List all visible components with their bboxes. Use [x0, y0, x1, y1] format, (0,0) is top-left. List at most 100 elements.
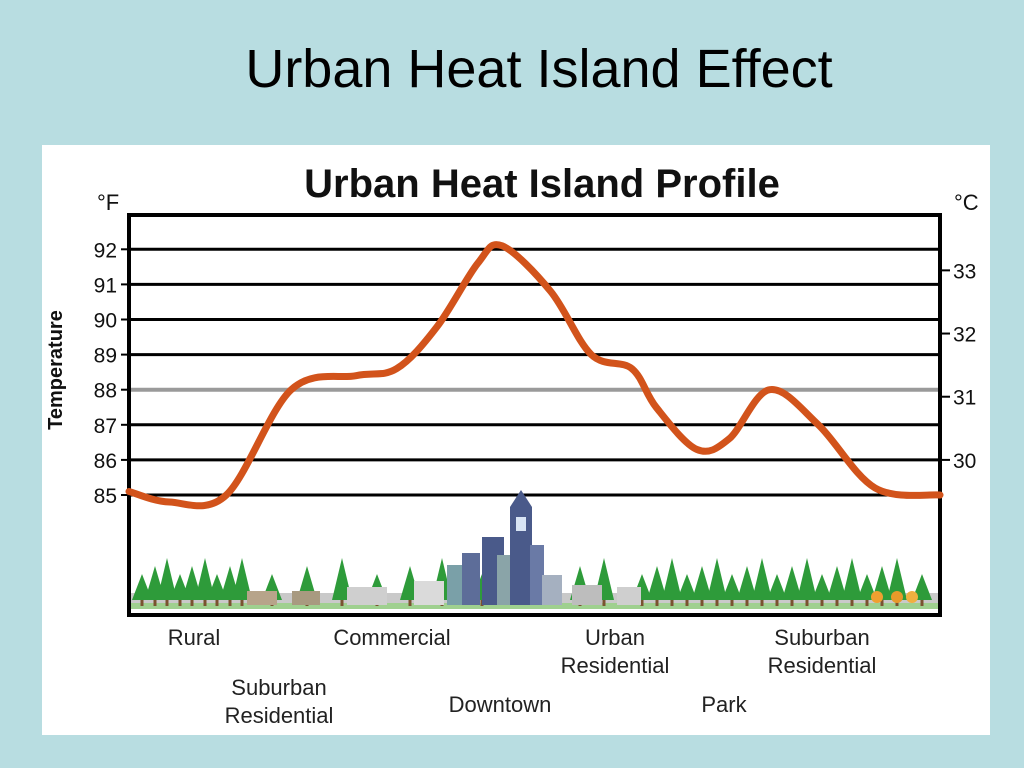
tree-trunk	[165, 600, 169, 606]
skyscraper-icon	[530, 545, 544, 605]
landscape-illustration	[130, 490, 939, 609]
building-icon	[572, 585, 602, 605]
tree-trunk	[190, 600, 194, 606]
tree-trunk	[655, 600, 659, 606]
tree-icon	[722, 574, 742, 600]
tree-icon	[662, 558, 682, 600]
temperature-series	[125, 241, 944, 510]
tree-trunk	[340, 600, 344, 606]
tree-trunk	[775, 600, 779, 606]
tree-trunk	[865, 600, 869, 606]
tree-icon	[887, 558, 907, 600]
zone-label-line: Urban	[585, 625, 645, 650]
y-tick-label-left: 88	[94, 380, 117, 403]
tree-trunk	[670, 600, 674, 606]
tree-icon	[752, 558, 772, 600]
tree-icon	[157, 558, 177, 600]
tree-trunk	[760, 600, 764, 606]
y-tick-label-left: 85	[94, 485, 117, 508]
y-tick-label-right: 30	[953, 450, 976, 473]
zone-label-line: Park	[701, 692, 747, 717]
building-icon	[292, 591, 320, 605]
y-tick-label-right: 33	[953, 260, 976, 283]
zone-label-line: Residential	[225, 703, 334, 728]
tree-icon	[912, 574, 932, 600]
y-tick-label-left: 89	[94, 345, 117, 368]
shrub-icon	[871, 591, 883, 603]
zone-label-line: Downtown	[449, 692, 552, 717]
tower-window	[516, 517, 526, 531]
spire-icon	[510, 490, 532, 507]
tree-trunk	[408, 600, 412, 606]
zone-label: Commercial	[333, 625, 450, 650]
tree-trunk	[240, 600, 244, 606]
tree-trunk	[715, 600, 719, 606]
zone-label: Downtown	[449, 692, 552, 717]
y-tick-label-left: 87	[94, 415, 117, 438]
zone-label-line: Suburban	[231, 675, 326, 700]
slide-title: Urban Heat Island Effect	[245, 39, 833, 99]
tree-icon	[827, 566, 847, 600]
tree-icon	[707, 558, 727, 600]
y-tick-label-right: 32	[953, 324, 976, 347]
y-tick-label-right: 31	[953, 387, 976, 410]
tree-trunk	[153, 600, 157, 606]
skyscraper-icon	[462, 553, 480, 605]
building-icon	[414, 581, 444, 605]
skyscraper-icon	[542, 575, 562, 605]
chart-title: Urban Heat Island Profile	[304, 162, 780, 206]
plot-frame	[127, 213, 942, 617]
zone-label: Suburban Residential	[768, 625, 877, 678]
tree-trunk	[178, 600, 182, 606]
tree-trunk	[602, 600, 606, 606]
shrub-icon	[891, 591, 903, 603]
zone-label-line: Residential	[768, 653, 877, 678]
tree-trunk	[700, 600, 704, 606]
tree-icon	[195, 558, 215, 600]
tree-trunk	[730, 600, 734, 606]
zone-label: Rural	[168, 625, 221, 650]
tree-icon	[767, 574, 787, 600]
tree-trunk	[790, 600, 794, 606]
grass-strip	[130, 603, 939, 609]
tree-icon	[812, 574, 832, 600]
zone-labels: Rural Suburban Residential Commercial Downto…	[168, 625, 877, 728]
tree-icon	[842, 558, 862, 600]
zone-label: Suburban Residential	[225, 675, 334, 728]
y-tick-label-left: 90	[94, 310, 117, 333]
tree-icon	[692, 566, 712, 600]
y-tick-label-left: 86	[94, 450, 117, 473]
tree-icon	[232, 558, 252, 600]
tree-icon	[782, 566, 802, 600]
tree-trunk	[685, 600, 689, 606]
axis-ticks: 92 91 90 89 88 87 86 85 33 32 31 30	[94, 239, 977, 508]
y-unit-right: °C	[954, 190, 979, 215]
y-tick-label-left: 92	[94, 239, 117, 262]
zone-label-line: Suburban	[774, 625, 869, 650]
chart-panel: Urban Heat Island Profile °F °C Temperat…	[42, 145, 990, 735]
plot-border	[127, 213, 942, 617]
tree-trunk	[880, 600, 884, 606]
building-icon	[617, 587, 641, 605]
y-axis-label: Temperature	[45, 310, 67, 430]
tree-icon	[182, 566, 202, 600]
y-tick-label-left: 91	[94, 274, 117, 297]
y-unit-left: °F	[97, 190, 119, 215]
tree-trunk	[203, 600, 207, 606]
zone-label-line: Rural	[168, 625, 221, 650]
tree-trunk	[835, 600, 839, 606]
tree-trunk	[920, 600, 924, 606]
heat-island-chart: Urban Heat Island Profile °F °C Temperat…	[45, 162, 979, 728]
tree-icon	[797, 558, 817, 600]
tree-icon	[857, 574, 877, 600]
zone-label: Urban Residential	[561, 625, 670, 678]
tree-icon	[677, 574, 697, 600]
tree-icon	[647, 566, 667, 600]
tree-trunk	[140, 600, 144, 606]
building-icon	[247, 591, 277, 605]
tree-trunk	[640, 600, 644, 606]
building-icon	[347, 587, 387, 605]
tree-trunk	[805, 600, 809, 606]
zone-label-line: Residential	[561, 653, 670, 678]
tree-trunk	[850, 600, 854, 606]
